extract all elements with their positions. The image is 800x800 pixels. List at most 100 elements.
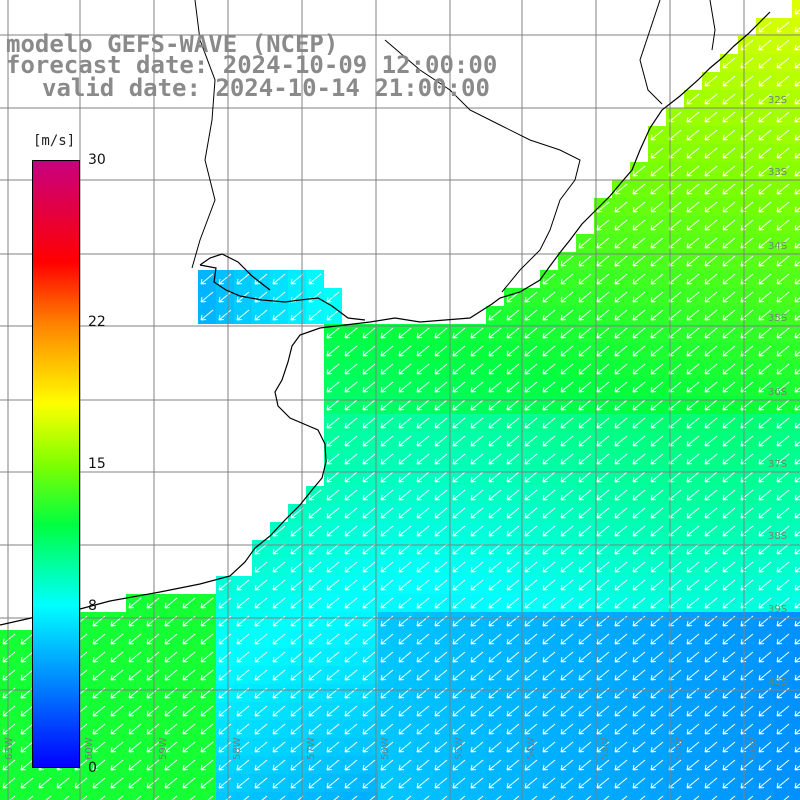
wind-arrow (326, 777, 340, 789)
wind-arrow (632, 201, 646, 213)
colorbar-tick-label: 0 (88, 760, 97, 776)
wind-arrow (470, 633, 484, 645)
wind-arrow (596, 309, 610, 321)
wind-arrow (722, 723, 736, 735)
wind-arrow (776, 39, 790, 51)
wind-arrow (560, 579, 574, 591)
wind-arrow (758, 471, 772, 483)
wind-arrow (704, 399, 718, 411)
wind-arrow (632, 183, 646, 195)
wind-arrow (542, 345, 556, 357)
wind-arrow (362, 471, 376, 483)
wind-arrow (164, 669, 178, 681)
wind-arrow (297, 795, 304, 800)
wind-arrow (722, 363, 736, 375)
wind-arrow (650, 327, 664, 339)
wind-arrow (416, 597, 430, 609)
wind-speed-cell (342, 792, 360, 800)
wind-arrow (794, 8, 800, 15)
wind-arrow (704, 129, 718, 141)
wind-arrow (416, 471, 430, 483)
wind-arrow (315, 795, 322, 800)
wind-speed-cell (774, 792, 792, 800)
wind-arrow (344, 381, 358, 393)
wind-speed-cell (720, 792, 738, 800)
wind-arrow (776, 21, 790, 33)
wind-arrow (776, 489, 790, 501)
wind-arrow (596, 723, 610, 735)
wind-arrow (758, 345, 772, 357)
wind-arrow (254, 543, 268, 555)
wind-speed-cell (612, 792, 630, 800)
wind-arrow (326, 435, 340, 447)
wind-arrow (650, 345, 664, 357)
wind-arrow (254, 759, 268, 771)
wind-arrow (794, 206, 800, 213)
wind-arrow (722, 543, 736, 555)
wind-arrow (758, 417, 772, 429)
wind-arrow (686, 543, 700, 555)
latitude-label: 38S (768, 531, 788, 542)
wind-arrow (380, 741, 394, 753)
wind-arrow (506, 507, 520, 519)
wind-arrow (596, 561, 610, 573)
wind-arrow (236, 723, 250, 735)
wind-arrow (704, 147, 718, 159)
wind-arrow (459, 795, 466, 800)
wind-arrow (344, 327, 358, 339)
wind-arrow (344, 705, 358, 717)
forecast-date: forecast date: 2024-10-09 12:00:00 (6, 51, 498, 79)
wind-arrow (542, 471, 556, 483)
wind-arrow (704, 471, 718, 483)
wind-arrow (758, 39, 772, 51)
wind-arrow (272, 597, 286, 609)
wind-arrow (722, 471, 736, 483)
wind-arrow (794, 710, 800, 717)
wind-arrow (596, 705, 610, 717)
wind-arrow (758, 129, 772, 141)
wind-arrow (272, 543, 286, 555)
wind-arrow (758, 561, 772, 573)
wind-arrow (398, 345, 412, 357)
wind-arrow (560, 705, 574, 717)
wind-arrow (650, 237, 664, 249)
wind-arrow (542, 363, 556, 375)
wind-arrow (398, 363, 412, 375)
wind-arrow (218, 777, 232, 789)
wind-arrow (776, 309, 790, 321)
wind-arrow (146, 633, 160, 645)
wind-arrow (632, 507, 646, 519)
wind-arrow (614, 381, 628, 393)
wind-arrow (794, 332, 800, 339)
wind-arrow (182, 669, 196, 681)
wind-arrow (524, 345, 538, 357)
wind-arrow (362, 543, 376, 555)
wind-arrow (765, 795, 772, 800)
colorbar-unit: [m/s] (33, 133, 76, 149)
wind-arrow (650, 633, 664, 645)
wind-arrow (758, 489, 772, 501)
wind-arrow (452, 525, 466, 537)
wind-arrow (542, 723, 556, 735)
wind-arrow (704, 507, 718, 519)
wind-arrow (578, 489, 592, 501)
wind-speed-cell (504, 792, 522, 800)
latitude-label: 40S (768, 677, 788, 688)
wind-arrow (542, 381, 556, 393)
wind-arrow (182, 651, 196, 663)
wind-arrow (776, 741, 790, 753)
wind-arrow (200, 777, 214, 789)
wind-arrow (506, 417, 520, 429)
wind-arrow (542, 561, 556, 573)
wind-speed-cell (288, 792, 306, 800)
wind-arrow (632, 669, 646, 681)
wind-arrow (254, 723, 268, 735)
wind-arrow (326, 363, 340, 375)
wind-arrow (578, 471, 592, 483)
wind-arrow (308, 507, 322, 519)
wind-arrow (470, 381, 484, 393)
wind-arrow (164, 597, 178, 609)
wind-arrow (686, 741, 700, 753)
wind-speed-cell (144, 792, 162, 800)
wind-arrow (272, 579, 286, 591)
